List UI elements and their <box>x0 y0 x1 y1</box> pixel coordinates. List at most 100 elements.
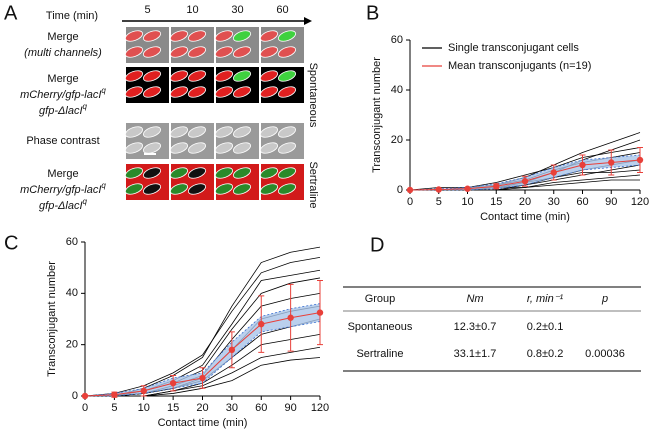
cell <box>170 126 188 138</box>
x-tick-label: 5 <box>111 402 117 414</box>
row-label: gfp-ΔlacIq <box>39 197 87 212</box>
legend-label: Mean transconjugants (n=19) <box>448 60 591 72</box>
table-cell: 33.1±1.7 <box>454 348 497 360</box>
x-tick-label: 60 <box>576 196 588 208</box>
time-tick-label: 5 <box>144 4 150 16</box>
cell <box>215 86 233 98</box>
cell <box>278 86 296 98</box>
y-axis-label: Transconjugant number <box>46 261 58 377</box>
cell <box>125 46 143 58</box>
table-cell: 0.00036 <box>585 348 625 360</box>
single-cell-line <box>409 147 641 191</box>
cell <box>143 167 161 179</box>
x-tick-label: 10 <box>138 402 150 414</box>
cell <box>233 126 251 138</box>
x-tick-label: 60 <box>255 402 267 414</box>
cell <box>215 183 233 195</box>
y-tick-label: 60 <box>391 34 403 46</box>
table-header: Nm <box>466 293 483 305</box>
x-tick-label: 120 <box>311 402 329 414</box>
table-cell: 0.2±0.1 <box>527 321 564 333</box>
cell <box>170 70 188 82</box>
mean-point <box>258 320 265 328</box>
cell <box>143 142 161 154</box>
mean-point <box>81 392 89 400</box>
cell <box>143 183 161 195</box>
cell <box>143 70 161 82</box>
mean-point <box>579 161 586 169</box>
cell <box>188 86 206 98</box>
panel-label: B <box>366 2 379 24</box>
row-label: (multi channels) <box>24 47 102 59</box>
x-tick-label: 30 <box>548 196 560 208</box>
mean-point <box>228 346 236 353</box>
table-cell: 0.8±0.2 <box>527 348 564 360</box>
time-label: Time (min) <box>46 10 98 22</box>
cell <box>170 86 188 98</box>
cell <box>170 30 188 42</box>
mean-point <box>493 183 500 190</box>
cell <box>215 167 233 179</box>
row-label-sup: q <box>83 197 88 206</box>
cell <box>143 126 161 138</box>
arrow-head <box>304 17 312 25</box>
row-label: gfp-ΔlacIq <box>39 102 87 117</box>
cell <box>278 30 296 42</box>
row-label-sup: q <box>101 181 106 190</box>
row-label-text: Merge <box>47 168 78 180</box>
row-label: mCherry/gfp-lacIq <box>20 86 106 101</box>
row-label-text: gfp-ΔlacI <box>39 200 82 212</box>
y-tick-label: 60 <box>66 236 78 248</box>
cell <box>170 167 188 179</box>
row-label-text: Merge <box>47 31 78 43</box>
cell <box>278 46 296 58</box>
legend-label: Single transconjugant cells <box>448 42 579 54</box>
cell <box>215 142 233 154</box>
x-tick-label: 120 <box>631 196 649 208</box>
y-tick-label: 20 <box>391 134 403 146</box>
time-tick-label: 10 <box>186 4 198 16</box>
x-tick-label: 0 <box>82 402 88 414</box>
cell <box>278 183 296 195</box>
x-tick-label: 15 <box>490 196 502 208</box>
mean-point <box>406 186 414 194</box>
cell <box>188 46 206 58</box>
cell <box>215 30 233 42</box>
cell <box>278 142 296 154</box>
panel-label: D <box>370 234 384 256</box>
y-tick-label: 40 <box>66 287 78 299</box>
row-label-text: gfp-ΔlacI <box>39 105 82 117</box>
cell <box>233 167 251 179</box>
mean-point <box>287 314 294 321</box>
cell <box>260 46 278 58</box>
cell <box>233 142 251 154</box>
x-tick-label: 15 <box>167 402 179 414</box>
cell <box>143 86 161 98</box>
cell <box>260 183 278 195</box>
table-cell: Sertraline <box>356 348 403 360</box>
cell <box>125 86 143 98</box>
cell <box>125 70 143 82</box>
cell <box>125 126 143 138</box>
mean-point <box>169 379 177 387</box>
cell <box>260 86 278 98</box>
cell <box>125 167 143 179</box>
y-tick-label: 0 <box>72 390 78 402</box>
time-tick-label: 30 <box>231 4 243 16</box>
row-label-text: mCherry/gfp-lacI <box>20 89 101 101</box>
cell <box>188 167 206 179</box>
row-label: Merge <box>47 31 78 43</box>
cell <box>125 30 143 42</box>
cell <box>260 126 278 138</box>
mean-point <box>140 387 147 395</box>
row-label-text: Merge <box>47 73 78 85</box>
x-tick-label: 20 <box>196 402 208 414</box>
row-label-text: (multi channels) <box>24 47 102 59</box>
mean-point <box>464 185 471 192</box>
cell <box>278 70 296 82</box>
cell <box>188 70 206 82</box>
mean-point <box>111 391 118 398</box>
cell <box>260 70 278 82</box>
cell <box>278 167 296 179</box>
